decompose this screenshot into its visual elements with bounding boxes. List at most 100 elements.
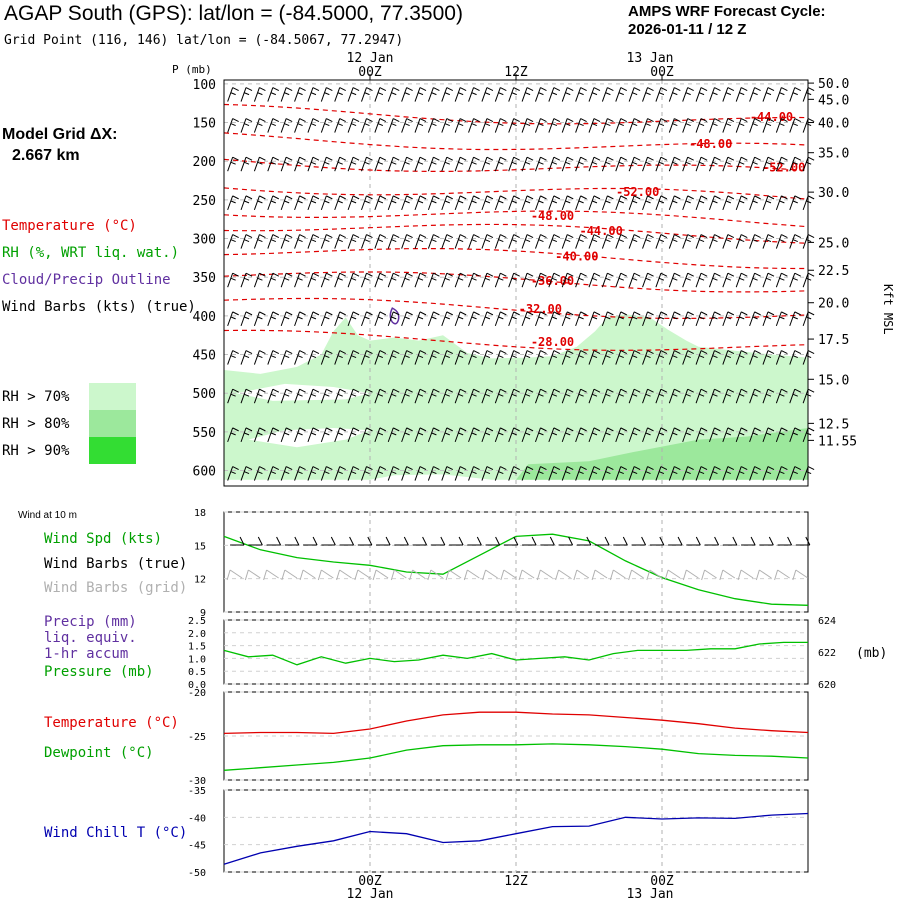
wind-barb: [454, 87, 467, 102]
wind-barb: [267, 388, 280, 404]
wind-barb: [615, 427, 627, 443]
wind-barb: [561, 195, 574, 211]
wind-barb: [708, 87, 721, 102]
wind-barb: [749, 87, 761, 102]
wind-barb: [427, 234, 440, 249]
wind-barb: [682, 234, 694, 249]
wind-barb: [708, 388, 721, 404]
wind-barb: [481, 466, 494, 481]
isotherm-line: [223, 248, 808, 270]
legend-wind-speed: Wind Spd (kts): [44, 531, 163, 547]
wind-barb: [561, 388, 574, 404]
wind10m-barb: [722, 536, 738, 546]
wind-barb: [468, 118, 480, 133]
wind-barb: [508, 311, 520, 327]
wind-barb: [534, 195, 547, 211]
wind-barb: [401, 427, 413, 443]
wind-barb: [414, 427, 427, 443]
wind-barb: [227, 466, 239, 481]
wind-barb: [441, 87, 454, 102]
wind-barb: [642, 234, 654, 249]
wind-barb: [642, 388, 654, 404]
wind-barb: [494, 272, 507, 288]
wind-chill-tick-label: -50: [188, 868, 206, 879]
wind-barb: [601, 195, 614, 211]
wind-barb: [695, 466, 708, 481]
wind-barb: [508, 388, 520, 404]
height-tick-label: 35.0: [818, 147, 849, 162]
isotherm-label: -48.00: [689, 137, 732, 151]
wind-barb: [668, 234, 681, 249]
wind10m-grid-barb: [518, 569, 535, 581]
wind-barb: [427, 272, 440, 288]
wind10m-grid-barb: [263, 569, 279, 581]
isotherm-label: -40.00: [555, 249, 598, 263]
wind-barb: [682, 466, 694, 481]
wind-barb: [387, 272, 400, 288]
wind-barb: [468, 272, 480, 288]
wind-barb: [575, 388, 587, 404]
wind-barb: [334, 234, 346, 249]
wind-barb: [267, 350, 280, 365]
wind-barb: [775, 118, 788, 133]
wind-barb: [708, 234, 721, 249]
wind-barb: [320, 388, 333, 404]
wind-barb: [307, 311, 320, 327]
wind-barb: [267, 272, 280, 288]
wind-barb: [414, 388, 427, 404]
wind-barb: [361, 466, 373, 481]
wind-barb: [628, 350, 641, 365]
wind-barb: [454, 234, 467, 249]
wind-barb: [414, 195, 427, 211]
wind-barb: [682, 195, 694, 211]
legend-wind-chill: Wind Chill T (°C): [44, 825, 188, 841]
wind-barb: [414, 350, 427, 365]
wind-barb: [775, 87, 788, 102]
wind-barb: [280, 311, 293, 327]
legend-temp-sfc: Temperature (°C): [44, 715, 179, 731]
wind-barb: [347, 427, 360, 443]
isotherm-label: -44.00: [750, 110, 793, 124]
wind-barb: [267, 311, 280, 327]
wind-barb: [802, 350, 815, 365]
wind-barb: [789, 427, 801, 443]
wind-barb: [521, 388, 534, 404]
wind-barb: [414, 156, 427, 172]
wind-barb: [588, 87, 601, 102]
wind10m-grid-barb: [317, 569, 334, 581]
wind-barb: [682, 272, 694, 288]
wind-barb: [414, 87, 427, 102]
wind-barb: [749, 388, 761, 404]
wind-barb: [695, 156, 708, 172]
wind-barb: [294, 156, 306, 172]
wind-barb: [294, 234, 306, 249]
wind-barb: [588, 234, 601, 249]
wind-barb: [240, 87, 253, 102]
wind-barb: [401, 272, 413, 288]
wind-barb: [294, 388, 306, 404]
wind-barb: [253, 234, 266, 249]
top-date-label: 12 Jan: [347, 51, 394, 66]
wind-barb: [361, 350, 373, 365]
wind-barb: [468, 466, 480, 481]
wind-barb: [588, 427, 601, 443]
wind-barb: [722, 388, 735, 404]
pressure-tick-label: 100: [193, 78, 216, 93]
wind-barb: [708, 156, 721, 172]
wind-barb: [601, 118, 614, 133]
wind-barb: [775, 234, 788, 249]
wind-barb: [521, 195, 534, 211]
wind-barb: [775, 272, 788, 288]
wind-barb: [494, 311, 507, 327]
pressure-tick-label: 250: [193, 194, 216, 209]
wind-barb: [267, 427, 280, 443]
wind-barb: [374, 311, 387, 327]
wind-barb: [307, 388, 320, 404]
wind-barb: [454, 156, 467, 172]
bottom-hour-label: 00Z: [650, 874, 674, 889]
wind-barb: [468, 350, 480, 365]
wind-barb: [588, 272, 601, 288]
wind-barb: [642, 466, 654, 481]
wind-barb: [762, 466, 775, 481]
wind10m-barb: [376, 536, 391, 546]
